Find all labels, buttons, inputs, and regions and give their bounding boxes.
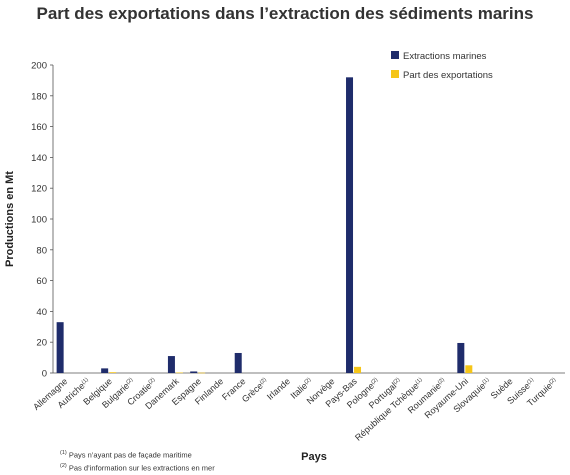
bar-extractions-marines xyxy=(190,371,198,373)
y-tick-label: 140 xyxy=(31,153,47,164)
x-tick-note: (1) xyxy=(526,377,535,386)
x-tick-note: (2) xyxy=(392,377,401,386)
y-tick-label: 60 xyxy=(36,276,47,287)
bar-part-exportations xyxy=(354,366,362,373)
footnote-2-marker: (2) xyxy=(60,462,67,469)
footnote-1: (1) Pays n’ayant pas de façade maritime xyxy=(60,448,215,461)
y-tick-label: 120 xyxy=(31,184,47,195)
x-tick-note: (2) xyxy=(147,377,156,386)
legend-swatch xyxy=(391,70,399,78)
bar-part-exportations xyxy=(175,372,183,374)
y-tick-label: 200 xyxy=(31,61,47,72)
y-axis-label: Productions en Mt xyxy=(4,171,16,267)
footnote-1-marker: (1) xyxy=(60,450,67,456)
x-tick-note: (2) xyxy=(125,377,134,386)
y-tick-label: 0 xyxy=(42,369,47,380)
x-tick-note: (2) xyxy=(370,377,379,386)
footnote-2-text: Pas d’information sur les extractions en… xyxy=(68,463,215,472)
chart-title: Part des exportations dans l’extraction … xyxy=(36,4,534,23)
legend-swatch xyxy=(391,51,399,59)
y-tick-label: 160 xyxy=(31,122,47,133)
bar-part-exportations xyxy=(465,365,473,373)
x-tick-note: (1) xyxy=(481,377,490,386)
x-tick-note: (1) xyxy=(81,377,90,386)
x-tick-note: (2) xyxy=(437,377,446,386)
x-tick-note: (2) xyxy=(548,377,557,386)
x-tick-note: (2) xyxy=(259,377,268,386)
x-tick-note: (2) xyxy=(303,377,312,386)
bar-extractions-marines xyxy=(457,342,465,373)
bar-extractions-marines xyxy=(101,368,109,373)
y-tick-label: 180 xyxy=(31,91,47,102)
bar-extractions-marines xyxy=(346,77,354,373)
bar-part-exportations xyxy=(109,372,117,373)
y-tick-label: 20 xyxy=(36,338,47,349)
x-tick-label: Irlande xyxy=(265,376,292,402)
bar-extractions-marines xyxy=(167,356,175,373)
legend-label: Extractions marines xyxy=(403,51,487,62)
x-tick-name: Irlande xyxy=(265,376,292,402)
footnote-2: (2) Pas d’information sur les extraction… xyxy=(60,461,215,474)
x-tick-note: (1) xyxy=(415,377,424,386)
x-axis-label: Pays xyxy=(301,451,327,463)
bar-part-exportations xyxy=(198,372,206,374)
footnote-1-text: Pays n’ayant pas de façade maritime xyxy=(68,450,192,460)
footnotes: (1) Pays n’ayant pas de façade maritime … xyxy=(60,448,215,473)
legend-label: Part des exportations xyxy=(403,70,493,81)
bar-extractions-marines xyxy=(234,352,242,373)
y-tick-label: 80 xyxy=(36,245,47,256)
y-tick-label: 40 xyxy=(36,307,47,318)
bar-extractions-marines xyxy=(56,322,64,373)
y-tick-label: 100 xyxy=(31,215,47,226)
